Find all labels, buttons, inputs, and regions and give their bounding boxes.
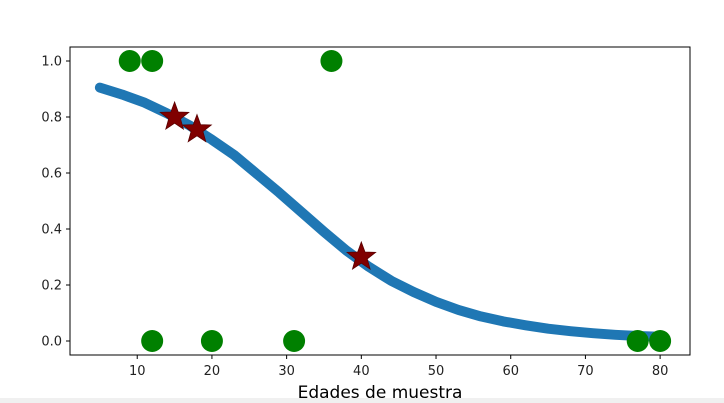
observation-point	[626, 330, 649, 352]
prediction-star	[181, 113, 213, 143]
observation-point	[141, 330, 164, 352]
x-tick-label: 80	[652, 364, 669, 379]
x-tick-label: 60	[502, 364, 519, 379]
y-tick-label: 0.0	[41, 335, 62, 350]
plot-background	[70, 47, 690, 355]
x-tick-label: 50	[428, 364, 445, 379]
observation-point	[283, 330, 306, 352]
x-tick-label: 20	[204, 364, 221, 379]
prediction-star	[159, 100, 190, 131]
observation-point	[141, 50, 164, 72]
x-tick-label: 70	[577, 364, 594, 379]
x-tick-label: 40	[353, 364, 370, 379]
y-tick-label: 0.4	[41, 223, 62, 238]
observation-point	[649, 330, 672, 352]
y-tick-label: 1.0	[41, 55, 62, 70]
x-tick-label: 10	[129, 364, 146, 379]
plot-frame	[69, 46, 691, 356]
observation-point	[118, 50, 141, 72]
x-tick-label: 30	[278, 364, 295, 379]
series-layer	[94, 50, 672, 352]
y-tick-label: 0.6	[41, 167, 62, 182]
observation-point	[320, 50, 343, 72]
y-axis: 0.0 0.2 0.4 0.6 0.8 1.0	[41, 55, 70, 350]
y-tick-label: 0.2	[41, 279, 62, 294]
x-axis: 10 20 30 40 50 60 70 80	[129, 355, 668, 379]
y-tick-label: 0.8	[41, 111, 62, 126]
window-bottom-edge	[0, 398, 724, 403]
prediction-star	[345, 240, 377, 271]
observation-point	[200, 330, 223, 352]
